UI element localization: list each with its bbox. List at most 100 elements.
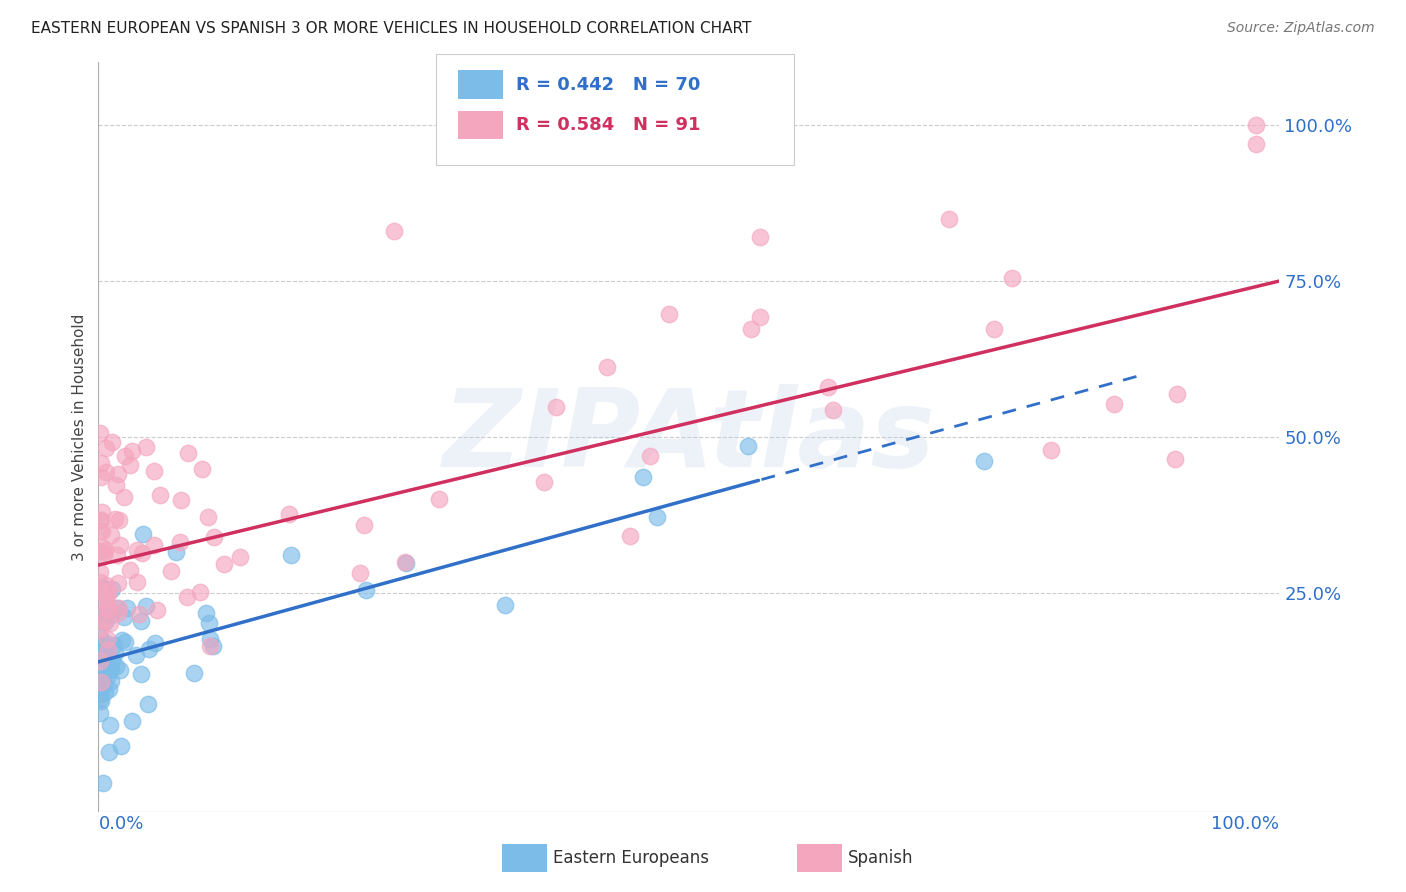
Point (202, 530, 225, 544)
Point (90, 693, 112, 707)
Point (353, 517, 375, 532)
Point (1166, 387, 1188, 401)
Point (100, 527, 122, 541)
Point (91, 545, 114, 559)
Point (97, 667, 120, 681)
Point (91, 541, 114, 555)
Point (91, 582, 114, 596)
Point (110, 739, 132, 753)
Point (169, 535, 191, 549)
Point (129, 615, 152, 629)
Point (983, 321, 1005, 335)
Point (90, 607, 112, 621)
Point (190, 462, 212, 476)
Point (107, 549, 129, 563)
Point (100, 615, 122, 630)
Point (96, 599, 118, 613)
Point (544, 400, 567, 414)
Point (100, 607, 122, 622)
Point (90, 673, 112, 688)
Point (1163, 451, 1185, 466)
Text: EASTERN EUROPEAN VS SPANISH 3 OR MORE VEHICLES IN HOUSEHOLD CORRELATION CHART: EASTERN EUROPEAN VS SPANISH 3 OR MORE VE… (31, 21, 751, 36)
Point (90, 456, 112, 470)
Point (97, 643, 120, 657)
Point (821, 403, 844, 417)
Point (89, 706, 111, 721)
Point (97, 587, 120, 601)
Point (658, 307, 681, 321)
Point (1244, 118, 1267, 132)
Point (104, 658, 127, 673)
Point (143, 636, 166, 650)
Point (89, 687, 111, 701)
Point (89, 582, 111, 596)
Text: 0.0%: 0.0% (98, 815, 143, 833)
Point (89, 638, 111, 652)
Point (89, 622, 111, 636)
Point (90, 674, 112, 689)
Point (89, 565, 111, 579)
Point (96, 465, 118, 479)
Point (146, 602, 169, 616)
Point (277, 507, 299, 521)
Point (395, 556, 418, 570)
Point (118, 458, 141, 473)
Point (96, 648, 118, 663)
Point (131, 546, 153, 560)
Point (97, 745, 120, 759)
Point (631, 470, 654, 484)
Point (938, 211, 960, 226)
Point (90, 668, 112, 682)
Point (89, 639, 111, 653)
Point (89, 654, 111, 668)
Point (101, 653, 124, 667)
Text: ZIPAtlas: ZIPAtlas (443, 384, 935, 490)
Point (93, 653, 115, 667)
Point (94, 684, 117, 698)
Point (165, 545, 187, 559)
Point (176, 590, 198, 604)
Point (748, 310, 770, 324)
Point (108, 538, 131, 552)
Point (135, 441, 157, 455)
Point (129, 666, 152, 681)
Text: R = 0.584   N = 91: R = 0.584 N = 91 (516, 116, 700, 134)
Text: 100.0%: 100.0% (1212, 815, 1279, 833)
Point (114, 449, 136, 463)
Point (93, 549, 115, 563)
Point (91, 776, 114, 790)
Point (494, 598, 516, 612)
Point (107, 576, 129, 591)
Point (142, 464, 165, 478)
Point (89, 575, 111, 590)
Point (89, 425, 111, 440)
Point (149, 488, 172, 502)
Point (645, 510, 668, 524)
Point (143, 538, 166, 552)
Point (89, 673, 111, 687)
Point (197, 616, 219, 631)
Point (121, 714, 143, 728)
Point (212, 557, 235, 571)
Point (111, 633, 134, 648)
Point (1104, 397, 1126, 411)
Point (128, 607, 150, 622)
Point (107, 467, 129, 481)
Point (737, 439, 759, 453)
Point (90, 657, 112, 672)
Point (121, 443, 143, 458)
Point (135, 599, 157, 613)
Point (200, 639, 222, 653)
Point (177, 446, 200, 460)
Text: R = 0.442   N = 70: R = 0.442 N = 70 (516, 76, 700, 94)
Point (136, 697, 159, 711)
Point (183, 666, 205, 681)
Point (91, 640, 114, 654)
Point (98, 718, 121, 732)
Text: Spanish: Spanish (848, 849, 914, 867)
Point (96, 578, 118, 592)
Point (125, 648, 148, 662)
Point (94, 615, 117, 629)
Point (112, 490, 135, 504)
Point (596, 359, 619, 374)
